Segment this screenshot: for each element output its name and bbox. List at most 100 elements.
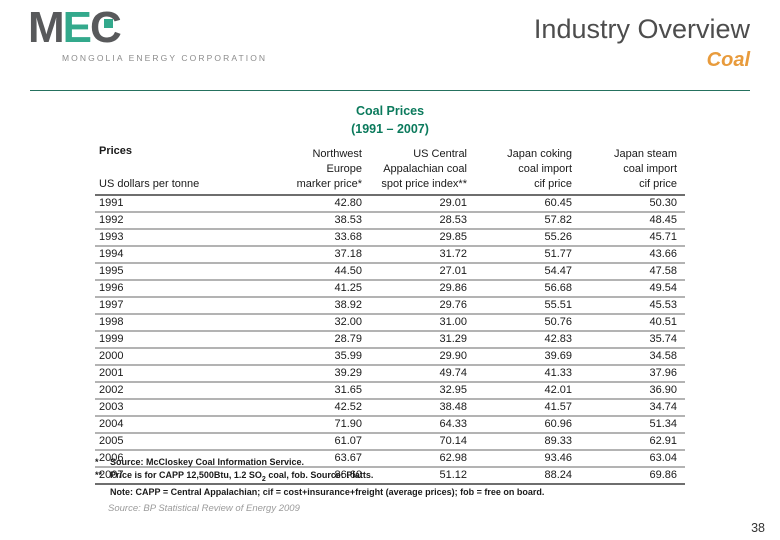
value-cell: 70.14 [370,433,475,452]
value-cell: 29.90 [370,348,475,367]
value-cell: 37.96 [580,365,685,384]
value-cell: 39.69 [475,348,580,367]
value-cell: 29.85 [370,229,475,248]
value-cell: 38.92 [265,297,370,316]
value-cell: 60.45 [475,195,580,214]
year-cell: 1997 [95,297,265,316]
footnote-note: Note: CAPP = Central Appalachian; cif = … [95,486,544,499]
value-cell: 51.34 [580,416,685,435]
value-cell: 34.74 [580,399,685,418]
table-title-line2: (1991 – 2007) [351,121,429,136]
table-corner-subtitle: US dollars per tonne [99,177,200,190]
value-cell: 89.33 [475,433,580,452]
header-divider [30,90,750,91]
table-row: 1992 38.53 28.53 57.82 48.45 [95,212,685,231]
value-cell: 37.18 [265,246,370,265]
footnote-note-text: Note: CAPP = Central Appalachian; cif = … [110,486,545,497]
value-cell: 38.48 [370,399,475,418]
value-cell: 86.60 [265,467,370,486]
logo-letter-m: M [28,3,65,52]
table-row: 2005 61.07 70.14 89.33 62.91 [95,433,685,452]
logo-tagline: MONGOLIA ENERGY CORPORATION [62,53,268,63]
table-row: 2002 31.65 32.95 42.01 36.90 [95,382,685,401]
value-cell: 49.54 [580,280,685,299]
table-row: 1994 37.18 31.72 51.77 43.66 [95,246,685,265]
value-cell: 28.53 [370,212,475,231]
table-row: 2007 86.60 51.12 88.24 69.86 [95,467,685,486]
value-cell: 63.04 [580,450,685,469]
value-cell: 35.99 [265,348,370,367]
table-row: 2001 39.29 49.74 41.33 37.96 [95,365,685,384]
value-cell: 33.68 [265,229,370,248]
logo-green-square-icon [103,19,113,28]
footnote-1: * Source: McCloskey Coal Information Ser… [95,456,544,469]
year-cell: 1994 [95,246,265,265]
year-cell: 2001 [95,365,265,384]
value-cell: 38.53 [265,212,370,231]
value-cell: 49.74 [370,365,475,384]
value-cell: 62.91 [580,433,685,452]
year-cell: 2004 [95,416,265,435]
table-title: Coal Prices (1991 – 2007) [95,103,685,138]
table-corner-title: Prices [99,145,133,157]
year-cell: 1996 [95,280,265,299]
value-cell: 34.58 [580,348,685,367]
value-cell: 31.65 [265,382,370,401]
table-title-line1: Coal Prices [355,104,425,118]
value-cell: 62.98 [370,450,475,469]
value-cell: 32.95 [370,382,475,401]
table-row: 2006 63.67 62.98 93.46 63.04 [95,450,685,469]
value-cell: 27.01 [370,263,475,282]
table-corner-cell: Prices US dollars per tonne [95,144,265,197]
value-cell: 47.58 [580,263,685,282]
value-cell: 40.51 [580,314,685,333]
value-cell: 42.52 [265,399,370,418]
table-row: 1993 33.68 29.85 55.26 45.71 [95,229,685,248]
value-cell: 63.67 [265,450,370,469]
value-cell: 36.90 [580,382,685,401]
value-cell: 41.57 [475,399,580,418]
table-row: 1998 32.00 31.00 50.76 40.51 [95,314,685,333]
table-row: 1995 44.50 27.01 54.47 47.58 [95,263,685,282]
value-cell: 71.90 [265,416,370,435]
value-cell: 44.50 [265,263,370,282]
footnote-2-text: Price is for CAPP 12,500Btu, 1.2 SO2 coa… [110,469,374,483]
year-cell: 1998 [95,314,265,333]
footnote-1-text: Source: McCloskey Coal Information Servi… [110,457,305,467]
value-cell: 50.76 [475,314,580,333]
year-cell: 2002 [95,382,265,401]
value-cell: 29.86 [370,280,475,299]
price-table-header-row: Prices US dollars per tonne Northwest Eur… [95,144,685,197]
column-header-1: US Central Appalachian coal spot price ind… [370,144,475,197]
slide-subtitle: Coal [706,49,750,71]
table-row: 2000 35.99 29.90 39.69 34.58 [95,348,685,367]
footnote-2-marker: ** [95,469,103,480]
year-cell: 2003 [95,399,265,418]
slide-title: Industry Overview [533,14,750,44]
value-cell: 69.86 [580,467,685,486]
column-header-2: Japan coking coal import cif price [475,144,580,197]
footnotes: * Source: McCloskey Coal Information Ser… [95,456,544,498]
value-cell: 39.29 [265,365,370,384]
table-row: 2004 71.90 64.33 60.96 51.34 [95,416,685,435]
page-number: 38 [751,521,765,535]
footnote-2: ** Price is for CAPP 12,500Btu, 1.2 SO2 … [95,469,544,486]
table-row: 1991 42.80 29.01 60.45 50.30 [95,195,685,214]
year-cell: 1995 [95,263,265,282]
value-cell: 50.30 [580,195,685,214]
value-cell: 43.66 [580,246,685,265]
value-cell: 55.26 [475,229,580,248]
value-cell: 56.68 [475,280,580,299]
source-line: Source: BP Statistical Review of Energy … [108,503,300,514]
value-cell: 31.00 [370,314,475,333]
year-cell: 1992 [95,212,265,231]
value-cell: 64.33 [370,416,475,435]
year-cell: 2007 [95,467,265,486]
value-cell: 41.25 [265,280,370,299]
logo-letter-e: E [62,3,92,52]
value-cell: 93.46 [475,450,580,469]
value-cell: 31.29 [370,331,475,350]
value-cell: 57.82 [475,212,580,231]
value-cell: 42.83 [475,331,580,350]
